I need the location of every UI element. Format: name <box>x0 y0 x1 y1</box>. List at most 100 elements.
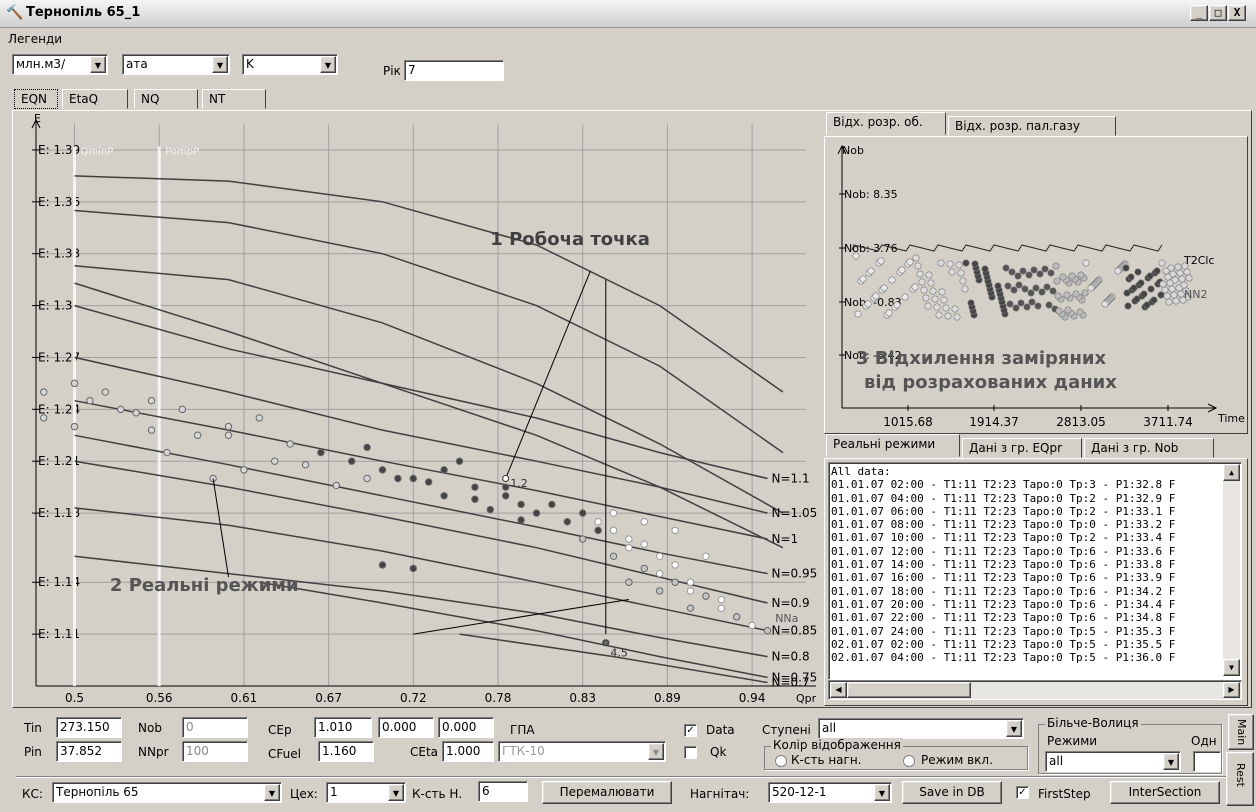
ceta-input[interactable]: 1.000 <box>442 741 494 762</box>
list-item[interactable]: 01.01.07 14:00 - T1:11 T2:23 Tapo:0 Tp:6… <box>831 558 1176 572</box>
temperature-unit-select[interactable]: K ▼ <box>242 54 338 75</box>
tab-deviation-volume[interactable]: Відх. розр. об. <box>826 112 946 135</box>
data-point <box>502 483 510 491</box>
tab-deviation-fuel[interactable]: Відх. розр. пал.газу <box>948 116 1116 136</box>
list-item[interactable]: 01.01.07 24:00 - T1:11 T2:23 Tapo:0 Tp:5… <box>831 624 1176 638</box>
data-point <box>640 564 648 573</box>
data-checkbox[interactable]: ✓ <box>684 724 697 737</box>
cep-input[interactable]: 1.010 <box>314 717 372 738</box>
list-item[interactable]: 02.01.07 02:00 - T1:11 T2:23 Tapo:0 Tp:5… <box>831 637 1176 651</box>
menu-bar: Легенди <box>0 29 1256 51</box>
cep-input-2[interactable]: 0.000 <box>378 717 434 738</box>
tab-eqn[interactable]: EQN <box>14 89 58 109</box>
side-tab-main[interactable]: Main <box>1228 714 1254 750</box>
maximize-button[interactable]: □ <box>1209 5 1227 21</box>
scroll-left-button[interactable]: ◀ <box>830 682 847 698</box>
scroll-thumb[interactable] <box>847 682 971 698</box>
chevron-down-icon[interactable]: ▼ <box>1006 720 1022 737</box>
gpa-type-select[interactable]: ГТК-10 ▼ <box>498 741 666 762</box>
list-item[interactable]: 01.01.07 22:00 - T1:11 T2:23 Tapo:0 Tp:6… <box>831 611 1176 625</box>
station-group-title: Більче-Волиця <box>1045 716 1141 730</box>
minimize-button[interactable]: _ <box>1190 5 1208 21</box>
data-point <box>301 460 310 469</box>
deviation-point <box>1049 287 1057 295</box>
year-input[interactable]: 7 <box>404 60 504 81</box>
deviation-point <box>1127 273 1135 281</box>
deviation-chart[interactable]: Nob Time Nob: 8.35 Nob: 3.76 Nob: -0.83 Nob: … <box>826 138 1246 430</box>
list-item[interactable]: 01.01.07 12:00 - T1:11 T2:23 Tapo:0 Tp:6… <box>831 544 1176 558</box>
x-tick-label: 0.67 <box>315 691 342 705</box>
list-item[interactable]: 01.01.07 08:00 - T1:11 T2:23 Tapo:0 Tp:0… <box>831 518 1176 532</box>
flow-unit-select[interactable]: млн.м3/ ▼ <box>12 54 108 75</box>
tab-nq[interactable]: NQ <box>134 89 198 109</box>
list-item[interactable]: 01.01.07 06:00 - T1:11 T2:23 Tapo:0 Tp:2… <box>831 504 1176 518</box>
data-point <box>640 540 648 548</box>
data-point <box>224 422 233 431</box>
redraw-button[interactable]: Перемалювати <box>542 781 672 804</box>
tab-data-nob[interactable]: Дані з гр. Nob <box>1084 438 1214 458</box>
stages-value: all <box>822 721 837 735</box>
close-button[interactable]: X <box>1228 5 1246 21</box>
chevron-down-icon[interactable]: ▼ <box>320 56 336 73</box>
chevron-down-icon[interactable]: ▼ <box>264 784 280 801</box>
data-point <box>748 621 756 630</box>
intersection-button[interactable]: InterSection <box>1110 781 1220 804</box>
main-tab-strip: EQN EtaQ NQ NT <box>12 88 272 110</box>
radio-count[interactable] <box>775 755 787 767</box>
deviation-point <box>953 313 961 321</box>
vertical-scrollbar[interactable] <box>1223 481 1240 659</box>
horizontal-scrollbar[interactable]: ◀ ▶ <box>828 680 1242 700</box>
list-item[interactable]: 01.01.07 18:00 - T1:11 T2:23 Tapo:0 Tp:6… <box>831 584 1176 598</box>
list-item[interactable]: 01.01.07 20:00 - T1:11 T2:23 Tapo:0 Tp:6… <box>831 597 1176 611</box>
tin-input[interactable]: 273.150 <box>56 717 122 738</box>
real-modes-list[interactable]: All data: 01.01.07 02:00 - T1:11 T2:23 Ta… <box>828 462 1242 680</box>
chevron-down-icon[interactable]: ▼ <box>388 784 404 801</box>
chevron-down-icon[interactable]: ▼ <box>1163 753 1179 770</box>
deviation-point <box>1133 295 1141 303</box>
nob-input[interactable]: 0 <box>182 717 248 738</box>
scroll-right-button[interactable]: ▶ <box>1223 682 1240 698</box>
radio-mode[interactable] <box>903 755 915 767</box>
pin-input[interactable]: 37.852 <box>56 741 122 762</box>
tab-etaq[interactable]: EtaQ <box>62 89 128 109</box>
ks-value: Тернопіль 65 <box>56 785 139 799</box>
tab-nt[interactable]: NT <box>202 89 266 109</box>
tseh-select[interactable]: 1 ▼ <box>326 782 406 803</box>
deviation-point <box>880 284 888 292</box>
pressure-unit-select[interactable]: ата ▼ <box>122 54 230 75</box>
odn-input[interactable] <box>1193 751 1221 772</box>
scroll-up-button[interactable]: ▲ <box>1223 464 1240 481</box>
nagn-select[interactable]: 520-12-1 ▼ <box>768 782 892 803</box>
nnpr-input[interactable]: 100 <box>182 741 248 762</box>
color-group: Колір відображення К-сть нагн. Режим вкл… <box>764 738 1028 770</box>
list-item[interactable]: 01.01.07 10:00 - T1:11 T2:23 Tapo:0 Tp:2… <box>831 531 1176 545</box>
data-point <box>656 569 664 578</box>
ks-select[interactable]: Тернопіль 65 ▼ <box>52 782 282 803</box>
chevron-down-icon[interactable]: ▼ <box>90 56 106 73</box>
cfuel-input[interactable]: 1.160 <box>318 741 374 762</box>
modes-select[interactable]: all ▼ <box>1045 751 1181 772</box>
stages-select[interactable]: all ▼ <box>818 718 1024 739</box>
scroll-down-button[interactable]: ▼ <box>1223 659 1240 676</box>
list-item[interactable]: 01.01.07 04:00 - T1:11 T2:23 Tapo:0 Tp:2… <box>831 491 1176 505</box>
save-in-db-button[interactable]: Save in DB <box>902 781 1002 804</box>
list-item[interactable]: All data: <box>831 465 891 478</box>
cep-input-3[interactable]: 0.000 <box>438 717 494 738</box>
y-tick-label: E: 1.27 <box>38 350 80 364</box>
kst-input[interactable]: 6 <box>478 781 528 802</box>
list-item[interactable]: 02.01.07 04:00 - T1:11 T2:23 Tapo:0 Tp:5… <box>831 651 1176 665</box>
deviation-point <box>1081 289 1089 297</box>
firststep-checkbox[interactable]: ✓ <box>1016 786 1029 799</box>
qk-checkbox[interactable] <box>684 746 697 759</box>
chevron-down-icon[interactable]: ▼ <box>874 784 890 801</box>
side-tab-rest[interactable]: Rest <box>1226 752 1254 806</box>
eqn-chart[interactable]: 0.5 0.56 0.61 0.67 0.72 0.78 0.83 0.89 0.94 E: 1.… <box>16 114 822 706</box>
tab-data-eqpr[interactable]: Дані з гр. EQpr <box>962 438 1082 458</box>
chevron-down-icon[interactable]: ▼ <box>648 743 664 760</box>
tab-real-modes[interactable]: Реальні режими <box>826 434 960 457</box>
list-item[interactable]: 01.01.07 02:00 - T1:11 T2:23 Tapo:0 Tp:3… <box>831 478 1176 492</box>
chevron-down-icon[interactable]: ▼ <box>212 56 228 73</box>
menu-legends[interactable]: Легенди <box>8 32 63 46</box>
list-item[interactable]: 01.01.07 16:00 - T1:11 T2:23 Tapo:0 Tp:6… <box>831 571 1176 585</box>
x-tick-label: 1015.68 <box>883 415 933 429</box>
